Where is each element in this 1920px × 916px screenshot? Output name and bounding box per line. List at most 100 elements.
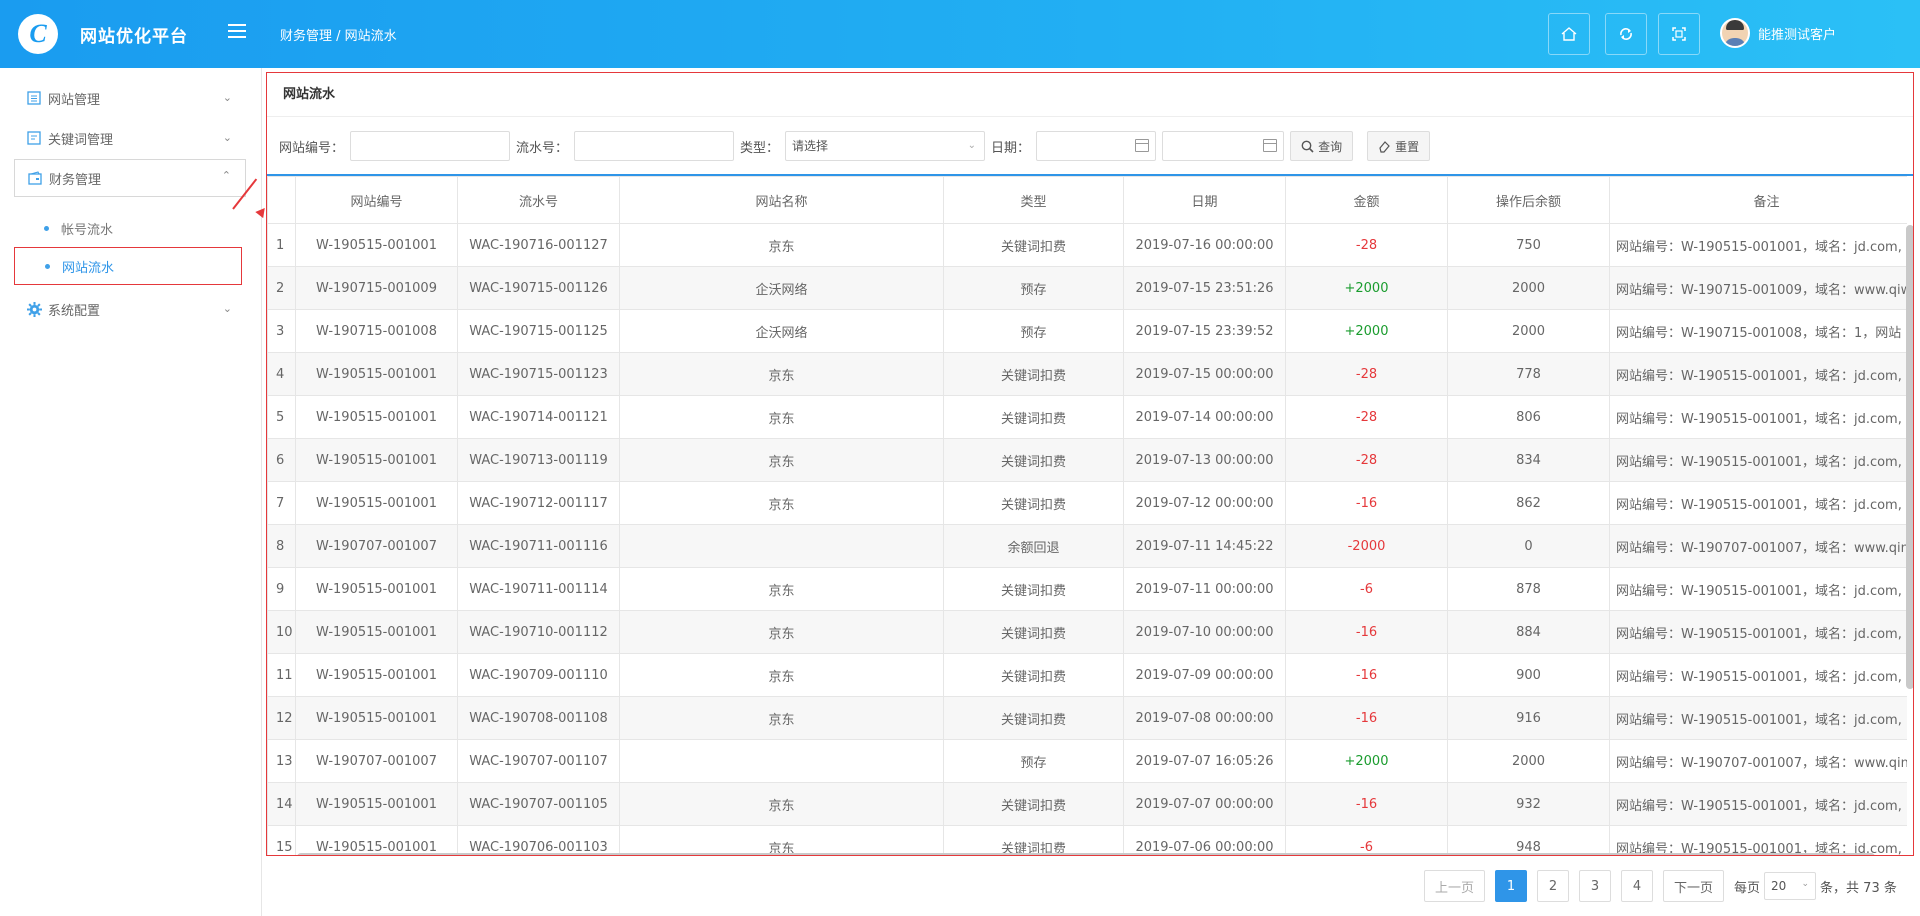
horizontal-scrollbar[interactable] <box>297 853 1875 855</box>
menu-toggle-icon[interactable] <box>228 24 246 40</box>
pagination: 上一页 1 2 3 4 下一页 每页 20 ⌄ 条，共 73 条 <box>1424 870 1897 902</box>
site-name-cell: 京东 <box>619 481 944 525</box>
table-row[interactable]: 3 W-190715-001008 WAC-190715-001125 企沃网络 预存 2… <box>267 309 1907 353</box>
site-no-cell: W-190515-001001 <box>295 782 458 826</box>
table-header-row: 网站编号 流水号 网站名称 类型 日期 金额 操作后余额 备注 <box>267 176 1907 224</box>
date-cell: 2019-07-08 00:00:00 <box>1123 696 1286 740</box>
table-row[interactable]: 5 W-190515-001001 WAC-190714-001121 京东 关键词扣费… <box>267 395 1907 439</box>
site-no-cell: W-190715-001009 <box>295 266 458 310</box>
site-name-cell: 京东 <box>619 395 944 439</box>
list-icon <box>26 90 42 106</box>
site-no-cell: W-190707-001007 <box>295 524 458 568</box>
row-index: 10 <box>267 610 296 654</box>
column-header[interactable]: 流水号 <box>457 176 620 224</box>
table-row[interactable]: 12 W-190515-001001 WAC-190708-001108 京东 关键词扣… <box>267 696 1907 740</box>
type-cell: 关键词扣费 <box>943 653 1124 697</box>
table-row[interactable]: 4 W-190515-001001 WAC-190715-001123 京东 关键词扣费… <box>267 352 1907 396</box>
row-index: 2 <box>267 266 296 310</box>
site-no-cell: W-190515-001001 <box>295 696 458 740</box>
amount-cell: -16 <box>1285 610 1448 654</box>
site-name-cell <box>619 524 944 568</box>
note-cell: 网站编号：W-190515-001001，域名：jd.com, <box>1609 395 1907 439</box>
row-index: 9 <box>267 567 296 611</box>
logo-letter: C <box>29 19 47 48</box>
brand-title: 网站优化平台 <box>80 27 188 47</box>
column-header[interactable]: 网站编号 <box>295 176 458 224</box>
site-name-cell: 京东 <box>619 610 944 654</box>
serial-no-cell: WAC-190712-001117 <box>457 481 620 525</box>
page-button[interactable]: 1 <box>1495 870 1528 902</box>
search-button[interactable]: 查询 <box>1290 131 1354 161</box>
column-header[interactable]: 类型 <box>943 176 1124 224</box>
sidebar-subitem-label: 网站流水 <box>62 260 115 276</box>
vertical-scrollbar[interactable] <box>1906 225 1913 689</box>
site-no-cell: W-190515-001001 <box>295 653 458 697</box>
type-select[interactable]: 请选择 ⌄ <box>785 131 986 161</box>
home-button[interactable] <box>1548 13 1590 55</box>
edit-icon <box>26 130 42 146</box>
sidebar-item-settings[interactable]: 系统配置 ⌄ <box>14 290 246 328</box>
chevron-down-icon: ⌄ <box>1801 879 1810 889</box>
page-size-select[interactable]: 20 ⌄ <box>1764 872 1817 900</box>
site-no-cell: W-190515-001001 <box>295 223 458 267</box>
serial-no-input[interactable] <box>574 131 735 161</box>
page-button[interactable]: 4 <box>1621 870 1654 902</box>
site-no-cell: W-190515-001001 <box>295 352 458 396</box>
sidebar-item-website[interactable]: 网站管理 ⌄ <box>14 79 246 117</box>
sidebar-subitem-site-flow[interactable]: 网站流水 <box>14 247 242 285</box>
balance-cell: 750 <box>1447 223 1610 267</box>
balance-cell: 0 <box>1447 524 1610 568</box>
amount-cell: -6 <box>1285 567 1448 611</box>
table-row[interactable]: 13 W-190707-001007 WAC-190707-001107 预存 2019… <box>267 739 1907 783</box>
logo: C <box>18 14 58 54</box>
amount-cell: -6 <box>1285 825 1448 855</box>
sidebar-subitem-account-flow[interactable]: 帐号流水 <box>14 209 242 247</box>
table-row[interactable]: 9 W-190515-001001 WAC-190711-001114 京东 关键词扣费… <box>267 567 1907 611</box>
table-row[interactable]: 8 W-190707-001007 WAC-190711-001116 余额回退 201… <box>267 524 1907 568</box>
row-index: 4 <box>267 352 296 396</box>
column-header[interactable]: 金额 <box>1285 176 1448 224</box>
date-cell: 2019-07-11 14:45:22 <box>1123 524 1286 568</box>
table-row[interactable]: 11 W-190515-001001 WAC-190709-001110 京东 关键词扣… <box>267 653 1907 697</box>
refresh-button[interactable] <box>1605 13 1647 55</box>
table-row[interactable]: 2 W-190715-001009 WAC-190715-001126 企沃网络 预存 2… <box>267 266 1907 310</box>
serial-no-cell: WAC-190711-001114 <box>457 567 620 611</box>
page-button[interactable]: 2 <box>1537 870 1570 902</box>
column-header[interactable]: 日期 <box>1123 176 1286 224</box>
table-row[interactable]: 7 W-190515-001001 WAC-190712-001117 京东 关键词扣费… <box>267 481 1907 525</box>
type-cell: 关键词扣费 <box>943 567 1124 611</box>
top-header: C 网站优化平台 财务管理 / 网站流水 能推测试客户 <box>0 0 1920 68</box>
serial-no-cell: WAC-190708-001108 <box>457 696 620 740</box>
chevron-up-icon: ⌃ <box>221 169 231 182</box>
sidebar-subitem-label: 帐号流水 <box>61 222 114 238</box>
column-header[interactable]: 网站名称 <box>619 176 944 224</box>
serial-no-cell: WAC-190715-001126 <box>457 266 620 310</box>
type-cell: 预存 <box>943 266 1124 310</box>
table-row[interactable]: 1 W-190515-001001 WAC-190716-001127 京东 关键词扣费… <box>267 223 1907 267</box>
column-header[interactable]: 备注 <box>1609 176 1907 224</box>
sidebar-item-keywords[interactable]: 关键词管理 ⌄ <box>14 119 246 157</box>
table-row[interactable]: 10 W-190515-001001 WAC-190710-001112 京东 关键词扣… <box>267 610 1907 654</box>
sidebar-item-finance[interactable]: 财务管理 ⌃ <box>14 159 246 197</box>
reset-button[interactable]: 重置 <box>1367 131 1431 161</box>
site-name-cell: 京东 <box>619 825 944 855</box>
site-no-input[interactable] <box>350 131 511 161</box>
page-button[interactable]: 3 <box>1579 870 1612 902</box>
table-row[interactable]: 15 W-190515-001001 WAC-190706-001103 京东 关键词扣… <box>267 825 1907 855</box>
fullscreen-button[interactable] <box>1658 13 1700 55</box>
data-table: 网站编号 流水号 网站名称 类型 日期 金额 操作后余额 备注 1 W-19051… <box>267 176 1907 855</box>
date-end-input[interactable] <box>1162 131 1285 161</box>
table-row[interactable]: 14 W-190515-001001 WAC-190707-001105 京东 关键词扣… <box>267 782 1907 826</box>
row-index: 5 <box>267 395 296 439</box>
serial-no-cell: WAC-190710-001112 <box>457 610 620 654</box>
prev-page-button[interactable]: 上一页 <box>1424 870 1486 902</box>
column-header[interactable]: 操作后余额 <box>1447 176 1610 224</box>
divider <box>267 174 1913 176</box>
next-page-button[interactable]: 下一页 <box>1663 870 1725 902</box>
table-row[interactable]: 6 W-190515-001001 WAC-190713-001119 京东 关键词扣费… <box>267 438 1907 482</box>
date-start-input[interactable] <box>1036 131 1157 161</box>
site-name-cell: 京东 <box>619 223 944 267</box>
main-panel: 网站流水 网站编号： 流水号： 类型： 请选择 ⌄ 日期： 查询 重置 <box>266 72 1914 856</box>
user-menu[interactable]: 能推测试客户 <box>1720 18 1836 48</box>
date-cell: 2019-07-07 00:00:00 <box>1123 782 1286 826</box>
